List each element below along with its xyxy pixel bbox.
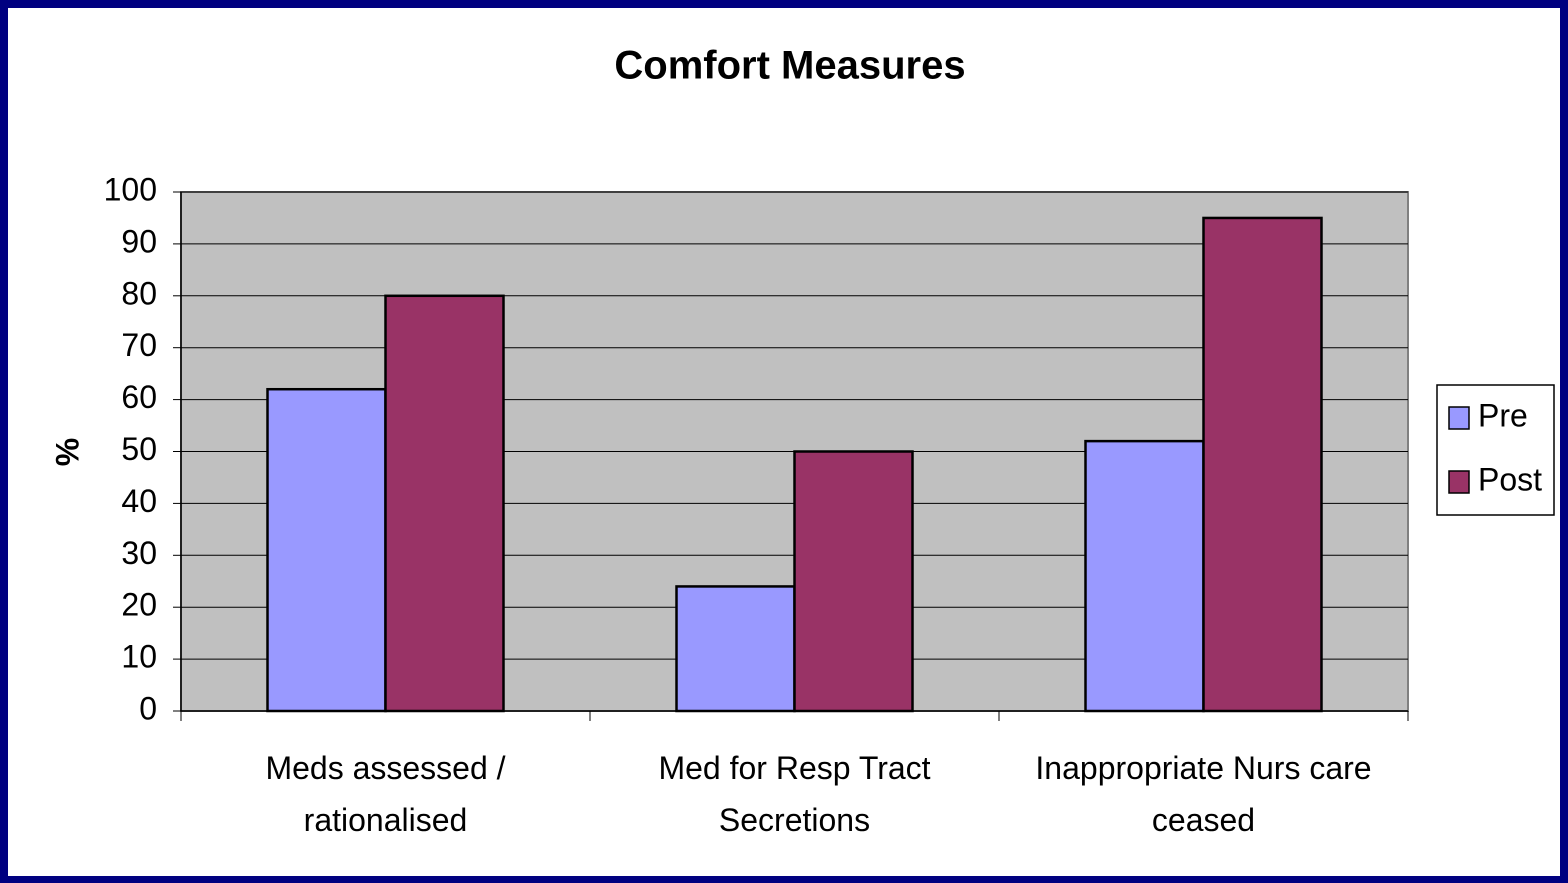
x-tick-label: Inappropriate Nurs care ceased	[1035, 750, 1372, 838]
bar	[793, 450, 914, 713]
y-tick-label: 50	[121, 431, 157, 467]
y-tick-label: 10	[121, 639, 157, 675]
bar	[675, 585, 796, 713]
legend-swatch	[1448, 406, 1470, 430]
chart-title: Comfort Measures	[614, 44, 965, 88]
y-tick-label: 80	[121, 275, 157, 311]
legend-label: Pre	[1478, 397, 1528, 433]
x-tick-label: Med for Resp Tract Secretions	[658, 750, 931, 838]
bar	[384, 294, 505, 713]
y-tick-label: 100	[104, 171, 157, 207]
y-tick-label: 70	[121, 327, 157, 363]
y-tick-label: 40	[121, 483, 157, 519]
legend-label: Post	[1478, 461, 1542, 497]
y-tick-label: 0	[139, 690, 157, 726]
y-tick-label: 60	[121, 379, 157, 415]
bar	[1084, 439, 1205, 713]
y-tick-label: 20	[121, 587, 157, 623]
x-tick-label: Meds assessed / rationalised	[265, 750, 506, 838]
y-axis-label: %	[49, 438, 85, 466]
legend-swatch	[1448, 470, 1470, 494]
y-tick-label: 30	[121, 535, 157, 571]
y-tick-label: 90	[121, 223, 157, 259]
bar	[266, 387, 387, 713]
bar	[1202, 216, 1323, 713]
